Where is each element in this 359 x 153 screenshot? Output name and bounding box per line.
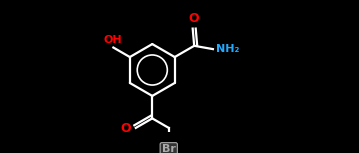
Text: O: O	[188, 12, 199, 25]
Text: NH₂: NH₂	[215, 44, 239, 54]
Text: OH: OH	[103, 35, 122, 45]
Text: O: O	[121, 122, 131, 135]
Text: Br: Br	[162, 144, 176, 153]
